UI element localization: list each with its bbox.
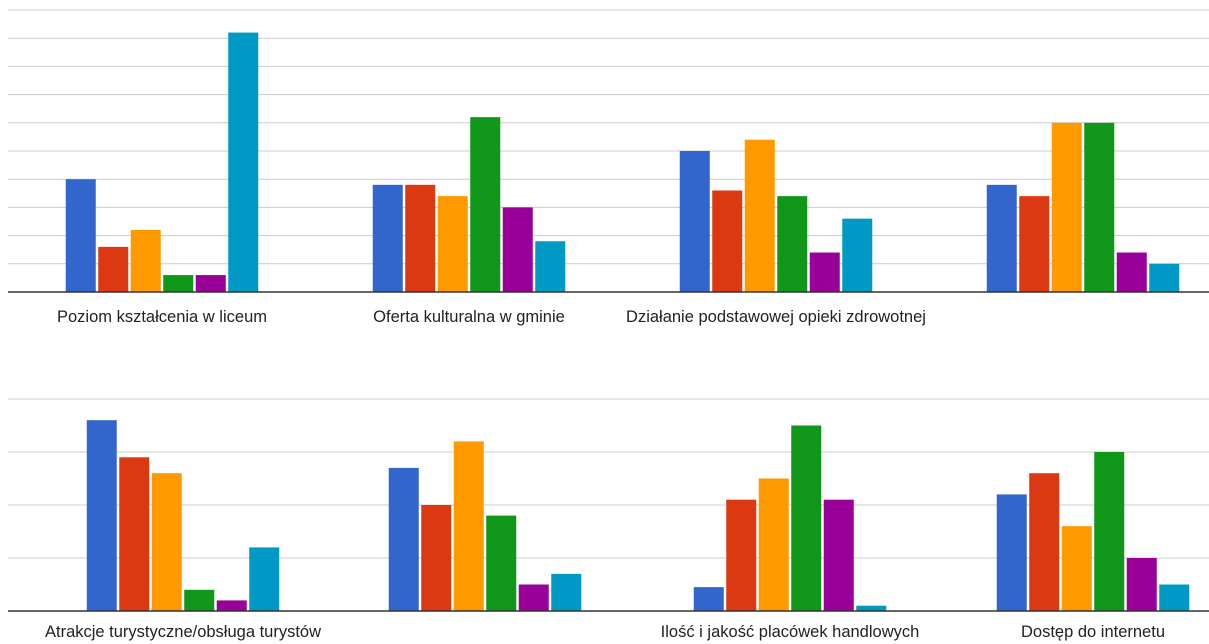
- bar-c2-g1-s5: [216, 600, 247, 611]
- bar-c1-g4-s3: [1051, 122, 1082, 292]
- bar-c2-g4-s2: [1029, 473, 1060, 611]
- bar-c2-g1-s1: [86, 420, 117, 611]
- bar-c2-g4-s4: [1094, 452, 1125, 611]
- bar-c1-g1-s6: [228, 32, 259, 293]
- category-label: Ilość i jakość placówek handlowych: [661, 623, 920, 641]
- bar-c1-g3-s1: [679, 151, 710, 292]
- bar-c2-g2-s1: [388, 467, 419, 611]
- bar-c2-g3-s6: [856, 605, 887, 611]
- bar-c2-g3-s5: [823, 499, 854, 611]
- bar-c2-g1-s3: [151, 473, 182, 611]
- bar-c1-g1-s4: [163, 275, 194, 292]
- bar-c1-g2-s1: [372, 184, 403, 292]
- bar-c1-g2-s4: [470, 117, 501, 292]
- chart-1: Poziom kształcenia w liceum Oferta kultur…: [8, 9, 1209, 326]
- bar-c2-g3-s1: [693, 587, 724, 611]
- bar-c1-g3-s2: [712, 190, 743, 292]
- bar-c2-g1-s2: [119, 457, 150, 611]
- bar-c1-g2-s2: [405, 184, 436, 292]
- category-label: Atrakcje turystyczne/obsługa turystów: [45, 623, 321, 641]
- bar-c1-g1-s5: [195, 275, 226, 292]
- bar-c1-g4-s2: [1019, 196, 1050, 292]
- bar-c1-g3-s5: [809, 252, 840, 292]
- bar-c1-g2-s6: [535, 241, 566, 292]
- chart-2: Atrakcje turystyczne/obsługa turystów Ilo…: [8, 398, 1209, 641]
- bar-c1-g2-s3: [437, 196, 468, 292]
- bar-c1-g4-s1: [986, 184, 1017, 292]
- category-label: Działanie podstawowej opieki zdrowotnej: [626, 308, 926, 326]
- bar-c1-g3-s6: [842, 218, 873, 292]
- bar-c1-g3-s3: [744, 139, 775, 292]
- bar-c2-g2-s5: [518, 584, 549, 611]
- bar-c2-g3-s2: [726, 499, 757, 611]
- bar-c1-g2-s5: [502, 207, 533, 292]
- bar-c2-g4-s6: [1159, 584, 1190, 611]
- bar-c2-g4-s3: [1061, 526, 1092, 611]
- bar-c2-g4-s5: [1126, 558, 1157, 611]
- category-label: Oferta kulturalna w gminie: [373, 308, 565, 326]
- bar-c1-g4-s5: [1116, 252, 1147, 292]
- category-label: Dostęp do internetu: [1021, 623, 1165, 641]
- bar-c1-g3-s4: [777, 196, 808, 292]
- bar-c1-g4-s4: [1084, 122, 1115, 292]
- category-label: Poziom kształcenia w liceum: [57, 308, 267, 326]
- bar-c1-g4-s6: [1149, 263, 1180, 292]
- bar-c2-g2-s3: [453, 441, 484, 611]
- bar-c2-g3-s3: [758, 478, 789, 611]
- bar-c2-g2-s2: [421, 505, 452, 611]
- bar-c2-g1-s6: [249, 547, 280, 611]
- bar-c2-g4-s1: [996, 494, 1027, 611]
- bar-c2-g1-s4: [184, 589, 215, 611]
- bar-c2-g2-s6: [551, 573, 582, 611]
- bar-c2-g2-s4: [486, 515, 517, 611]
- bar-c2-g3-s4: [791, 425, 822, 611]
- bar-c1-g1-s3: [130, 229, 161, 292]
- bar-c1-g1-s1: [65, 179, 96, 292]
- bar-c1-g1-s2: [98, 246, 129, 292]
